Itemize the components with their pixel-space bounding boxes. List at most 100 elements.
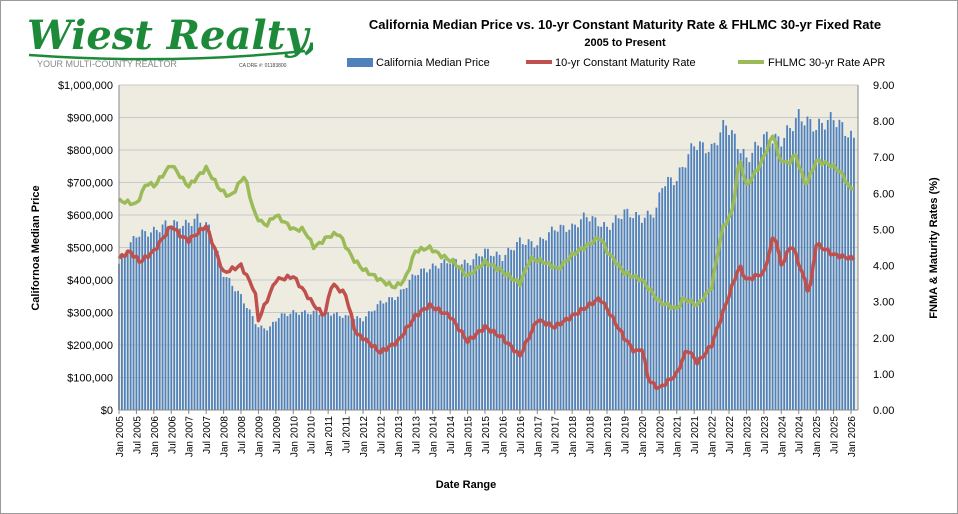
price-bar	[359, 318, 362, 410]
logo-swoosh	[28, 49, 306, 61]
price-bar	[609, 229, 611, 410]
y-tick-label: $300,000	[67, 308, 113, 320]
price-bar	[161, 224, 164, 410]
price-bar	[245, 307, 248, 410]
price-bar	[414, 275, 417, 410]
price-bar	[234, 291, 237, 410]
x-tick-label: Jan 2021	[673, 416, 684, 458]
fhlmc-rate-line	[117, 134, 855, 311]
price-bar	[353, 319, 356, 410]
y-tick-label: $600,000	[67, 210, 113, 222]
price-bar	[408, 279, 411, 410]
price-bar	[301, 311, 303, 410]
price-bar	[821, 122, 823, 410]
price-bar	[382, 303, 385, 410]
price-bar	[312, 310, 315, 410]
chart-subtitle: 2005 to Present	[584, 37, 666, 49]
price-bar	[565, 231, 568, 410]
price-bar	[263, 328, 266, 410]
price-bar	[707, 151, 710, 410]
price-bar	[780, 146, 783, 411]
price-bar	[402, 288, 405, 410]
price-bar	[135, 237, 138, 410]
x-tick-label: Jul 2010	[307, 416, 318, 454]
price-bar	[777, 136, 780, 410]
price-bar	[315, 311, 318, 410]
price-bar	[701, 142, 704, 410]
y2-tick-label: 0.00	[873, 405, 894, 417]
price-bar	[667, 176, 669, 410]
price-bar	[678, 167, 681, 410]
price-bar	[457, 265, 460, 410]
x-tick-label: Jul 2024	[795, 416, 806, 454]
price-bar	[362, 321, 364, 410]
x-tick-label: Jan 2008	[220, 416, 231, 458]
legend-swatch-price	[347, 58, 373, 67]
price-bar	[289, 313, 292, 410]
price-bar	[594, 217, 597, 410]
price-bar	[411, 274, 414, 410]
y-tick-label: $100,000	[67, 373, 113, 385]
price-bar	[266, 330, 269, 410]
logo-tagline: YOUR MULTI-COUNTY REALTOR	[37, 59, 177, 69]
price-bar	[260, 325, 263, 410]
price-bar	[826, 119, 829, 410]
price-bar	[510, 249, 513, 410]
price-bar	[731, 130, 733, 410]
price-bar	[748, 162, 751, 410]
price-bar	[205, 222, 208, 410]
x-tick-label: Jul 2011	[342, 416, 353, 454]
x-tick-label: Jan 2007	[185, 416, 196, 458]
treasury-rate-line	[117, 224, 856, 391]
price-bar	[219, 263, 222, 410]
price-bar	[202, 226, 205, 410]
x-tick-label: Jan 2011	[324, 416, 335, 457]
price-bar	[150, 232, 152, 410]
x-tick-label: Jul 2005	[132, 416, 143, 454]
x-tick-label: Jul 2025	[830, 416, 841, 454]
price-bar	[208, 224, 210, 410]
x-tick-label: Jul 2013	[411, 416, 422, 454]
price-bar	[577, 227, 579, 410]
x-axis-title: Date Range	[436, 479, 497, 491]
price-bar	[309, 314, 312, 410]
price-bar	[251, 316, 254, 410]
x-tick-label: Jan 2019	[603, 416, 614, 458]
price-bar	[449, 263, 452, 410]
price-bar	[640, 222, 643, 410]
price-bar	[623, 209, 626, 410]
price-bar	[690, 143, 693, 410]
x-tick-label: Jan 2018	[568, 416, 579, 458]
price-bar	[417, 274, 420, 410]
price-bar	[222, 276, 225, 410]
price-bar	[539, 237, 542, 410]
price-bar	[292, 310, 295, 410]
x-tick-label: Jan 2015	[464, 416, 475, 458]
price-bar	[155, 230, 158, 410]
price-bar	[423, 268, 425, 410]
price-bar	[243, 303, 245, 410]
price-bar	[603, 221, 606, 410]
price-bar	[344, 315, 347, 410]
price-bar	[838, 119, 841, 410]
price-bar	[434, 265, 437, 410]
price-bar	[446, 263, 449, 410]
x-tick-label: Jan 2009	[254, 416, 265, 458]
price-bar	[806, 116, 809, 410]
price-bar	[193, 218, 196, 410]
price-bar	[248, 309, 251, 410]
price-bar	[757, 145, 759, 410]
price-bar	[170, 226, 173, 410]
price-bar	[225, 277, 228, 410]
price-bar	[518, 237, 521, 410]
price-bar	[240, 294, 242, 410]
price-bar	[844, 135, 847, 410]
price-bar	[632, 218, 635, 410]
price-bar	[304, 310, 306, 410]
y2-tick-label: 8.00	[873, 116, 894, 128]
price-bar	[585, 217, 588, 410]
price-bar	[736, 149, 739, 410]
price-bar	[629, 217, 632, 410]
x-tick-label: Jul 2019	[620, 416, 631, 454]
price-bar	[396, 296, 399, 410]
